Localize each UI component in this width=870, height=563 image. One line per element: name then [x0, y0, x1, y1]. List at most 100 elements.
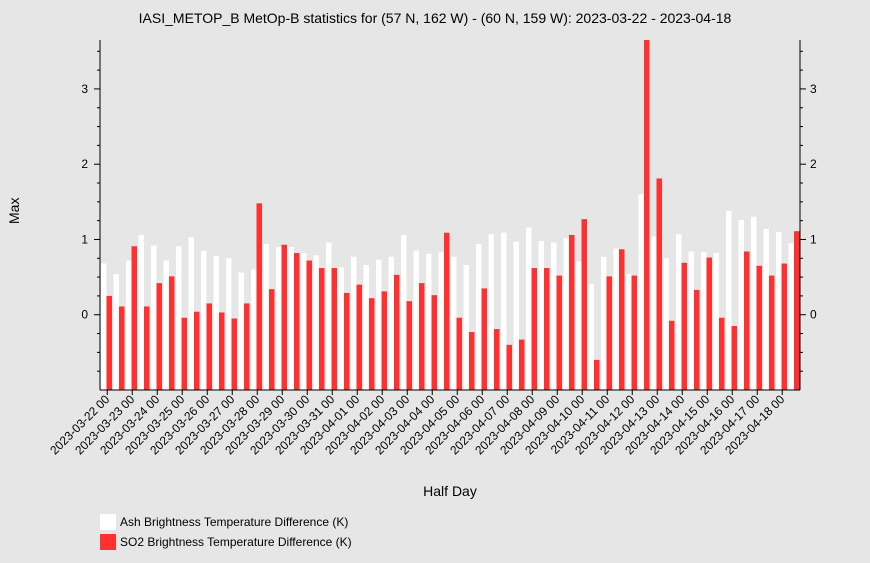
ash-bar-0	[101, 263, 107, 390]
so2-bar-34	[531, 268, 537, 390]
legend-swatch-ash	[100, 514, 116, 530]
ash-bar-32	[501, 232, 507, 390]
so2-bar-54	[781, 263, 787, 390]
ash-bar-5	[163, 260, 169, 390]
ash-bar-23	[388, 256, 394, 390]
so2-bar-22	[381, 291, 387, 390]
ash-bar-18	[326, 242, 332, 390]
ash-bar-46	[676, 234, 682, 390]
so2-bar-21	[369, 298, 375, 390]
so2-bar-25	[419, 283, 425, 390]
so2-bar-2	[131, 246, 137, 390]
so2-bar-12	[256, 203, 262, 390]
ash-bar-54	[776, 231, 782, 390]
so2-bar-43	[644, 40, 650, 390]
ash-bar-53	[763, 228, 769, 390]
ash-bar-52	[751, 216, 757, 390]
so2-bar-3	[144, 306, 150, 390]
so2-bar-32	[506, 344, 512, 390]
ash-bar-25	[413, 250, 419, 390]
so2-bar-42	[631, 275, 637, 390]
so2-bar-14	[281, 244, 287, 390]
ash-bar-17	[313, 255, 319, 390]
so2-bar-46	[681, 262, 687, 390]
ash-bar-2	[126, 260, 132, 390]
ash-bar-38	[576, 261, 582, 390]
ash-bar-4	[151, 245, 157, 390]
so2-bar-28	[456, 317, 462, 390]
so2-bar-29	[469, 332, 475, 390]
ash-bar-43	[638, 194, 644, 390]
so2-bar-31	[494, 329, 500, 390]
so2-bar-26	[431, 295, 437, 390]
y-tick-label-right-2: 2	[810, 157, 817, 171]
so2-bar-55	[794, 231, 800, 390]
ash-bar-36	[551, 242, 557, 390]
legend-swatch-so2	[100, 534, 116, 550]
ash-bar-30	[476, 243, 482, 390]
so2-bar-10	[231, 318, 237, 390]
so2-bar-52	[756, 265, 762, 390]
ash-bar-11	[238, 272, 244, 390]
legend-label-ash: Ash Brightness Temperature Difference (K…	[120, 515, 349, 529]
so2-bar-6	[181, 317, 187, 390]
ash-bar-19	[338, 267, 344, 390]
ash-bar-27	[438, 252, 444, 390]
so2-bar-5	[169, 276, 175, 390]
ash-bar-40	[601, 256, 607, 390]
ash-bar-35	[538, 240, 544, 390]
ash-bar-20	[351, 256, 357, 390]
y-tick-label-right-3: 3	[810, 82, 817, 96]
legend-label-so2: SO2 Brightness Temperature Difference (K…	[120, 535, 352, 549]
ash-bar-49	[713, 253, 719, 390]
ash-bar-10	[226, 258, 232, 390]
ash-bar-28	[451, 256, 457, 390]
ash-bar-55	[788, 243, 794, 390]
y-tick-label-left-2: 2	[81, 157, 88, 171]
ash-bar-45	[663, 258, 669, 390]
so2-bar-36	[556, 275, 562, 390]
legend-item-ash: Ash Brightness Temperature Difference (K…	[100, 512, 352, 532]
ash-bar-14	[276, 246, 282, 390]
so2-bar-9	[219, 312, 225, 390]
ash-bar-1	[113, 274, 119, 390]
so2-bar-44	[656, 178, 662, 390]
ash-bar-50	[726, 210, 732, 390]
so2-bar-16	[306, 260, 312, 390]
so2-bar-13	[269, 289, 275, 390]
so2-bar-45	[669, 320, 675, 390]
so2-bar-1	[119, 306, 125, 390]
so2-bar-37	[569, 234, 575, 390]
so2-bar-18	[331, 268, 337, 390]
so2-bar-49	[719, 317, 725, 390]
ash-bar-6	[176, 246, 182, 390]
x-axis-label: Half Day	[423, 483, 477, 499]
y-tick-label-right-0: 0	[810, 308, 817, 322]
ash-bar-12	[251, 269, 257, 390]
so2-bar-41	[619, 249, 625, 390]
so2-bar-7	[194, 311, 200, 390]
ash-bar-22	[376, 259, 382, 390]
ash-bar-24	[401, 234, 407, 390]
ash-bar-26	[426, 253, 432, 390]
y-tick-label-left-1: 1	[81, 232, 88, 246]
so2-bar-35	[544, 268, 550, 390]
ash-bar-44	[651, 236, 657, 390]
ash-bar-51	[738, 219, 744, 390]
ash-bar-42	[626, 274, 632, 390]
ash-bar-7	[188, 237, 194, 390]
so2-bar-8	[206, 303, 212, 390]
ash-bar-33	[513, 241, 519, 390]
ash-bar-8	[201, 250, 207, 390]
so2-bar-39	[594, 359, 600, 390]
ash-bar-13	[263, 243, 269, 390]
so2-bar-50	[731, 326, 737, 390]
ash-bar-47	[688, 251, 694, 390]
so2-bar-20	[356, 284, 362, 390]
so2-bar-23	[394, 274, 400, 390]
so2-bar-11	[244, 303, 250, 390]
so2-bar-15	[294, 253, 300, 390]
so2-bar-33	[519, 339, 525, 390]
so2-bar-51	[744, 251, 750, 390]
